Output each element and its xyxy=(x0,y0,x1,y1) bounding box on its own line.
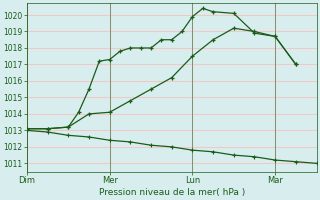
X-axis label: Pression niveau de la mer( hPa ): Pression niveau de la mer( hPa ) xyxy=(99,188,245,197)
